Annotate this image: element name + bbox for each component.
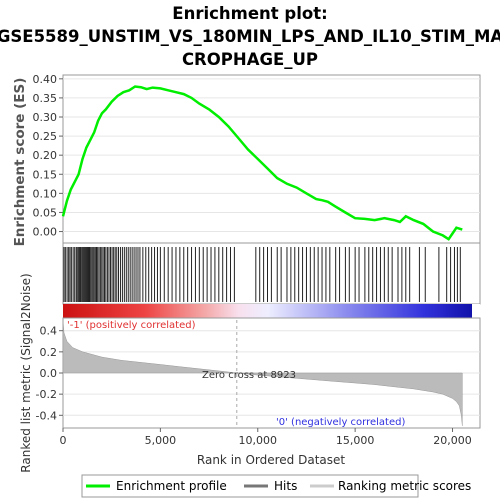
color-bar-tail bbox=[472, 304, 480, 318]
metric-tick-label: 0.2 bbox=[40, 346, 58, 359]
metric-tick-label: -0.2 bbox=[36, 388, 57, 401]
es-tick-label: 0.00 bbox=[33, 226, 58, 239]
es-gridlines bbox=[63, 78, 480, 233]
enrichment-profile-line bbox=[61, 85, 463, 241]
es-plot-area bbox=[62, 74, 481, 244]
metric-tick-label: -0.4 bbox=[36, 409, 57, 422]
es-tick-label: 0.25 bbox=[33, 130, 58, 143]
chart-title-line-3: CROPHAGE_UP bbox=[182, 50, 318, 69]
x-axis-label: Rank in Ordered Dataset bbox=[197, 453, 345, 467]
es-tick-label: 0.05 bbox=[33, 206, 58, 219]
metric-tick-label: 0.0 bbox=[40, 367, 58, 380]
es-tick-label: 0.15 bbox=[33, 168, 58, 181]
ranking-color-bar bbox=[63, 304, 472, 318]
legend-hits-label: Hits bbox=[274, 479, 297, 493]
x-tick-label: 0 bbox=[60, 434, 67, 447]
metric-gridlines bbox=[63, 330, 480, 416]
ranking-metric-area bbox=[62, 320, 463, 426]
metric-y-axis-label: Ranked list metric (Signal2Noise) bbox=[19, 273, 33, 472]
es-tick-label: 0.30 bbox=[33, 111, 58, 124]
es-y-ticks: 0.40 0.35 0.30 0.25 0.20 0.15 0.10 0.05 0.00 bbox=[33, 73, 63, 239]
legend-enrichment-label: Enrichment profile bbox=[116, 479, 227, 493]
positive-correlation-label: '-1' (positively correlated) bbox=[67, 320, 196, 331]
metric-x-ticks: 0 5,000 10,000 15,000 20,000 bbox=[60, 428, 472, 447]
legend-ranking-label: Ranking metric scores bbox=[338, 479, 471, 493]
es-tick-label: 0.20 bbox=[33, 149, 58, 162]
es-tick-label: 0.10 bbox=[33, 187, 58, 200]
metric-tick-label: 0.4 bbox=[40, 325, 58, 338]
x-tick-label: 15,000 bbox=[336, 434, 375, 447]
chart-title-line-1: Enrichment plot: bbox=[172, 4, 327, 23]
hits-marks bbox=[63, 247, 461, 302]
x-tick-label: 5,000 bbox=[145, 434, 177, 447]
negative-correlation-label: '0' (negatively correlated) bbox=[276, 417, 405, 428]
metric-y-ticks: 0.4 0.2 0.0 -0.2 -0.4 bbox=[36, 325, 63, 422]
x-tick-label: 20,000 bbox=[433, 434, 472, 447]
es-tick-label: 0.40 bbox=[33, 73, 58, 86]
chart-title-line-2: GSE5589_UNSTIM_VS_180MIN_LPS_AND_IL10_ST… bbox=[0, 27, 500, 46]
es-tick-label: 0.35 bbox=[33, 92, 58, 105]
x-tick-label: 10,000 bbox=[239, 434, 278, 447]
zero-cross-label: Zero cross at 8923 bbox=[202, 370, 296, 381]
es-y-axis-label: Enrichment score (ES) bbox=[12, 78, 28, 247]
